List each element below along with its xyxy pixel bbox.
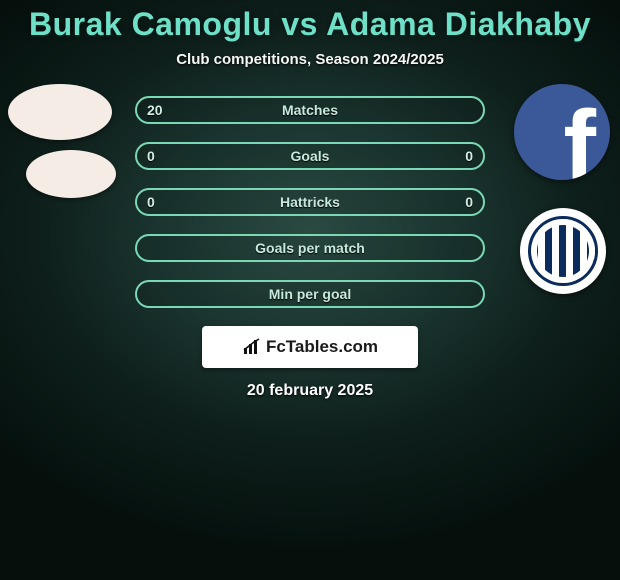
stat-right-value: 0 [465, 194, 473, 210]
stat-label: Min per goal [269, 286, 351, 302]
watermark[interactable]: FcTables.com [202, 326, 418, 368]
player2-club-badge [520, 208, 606, 294]
watermark-text: FcTables.com [266, 337, 378, 357]
stat-left-value: 0 [147, 194, 155, 210]
player1-avatar [8, 84, 112, 140]
left-player-avatars [8, 84, 116, 208]
stats-area: 20 Matches 0 Goals 0 0 Hattricks 0 Goals… [0, 96, 620, 308]
stat-label: Goals [291, 148, 330, 164]
stat-left-value: 20 [147, 102, 163, 118]
card-content: Burak Camoglu vs Adama Diakhaby Club com… [0, 0, 620, 580]
stat-rows: 20 Matches 0 Goals 0 0 Hattricks 0 Goals… [135, 96, 485, 308]
stat-row-goals: 0 Goals 0 [135, 142, 485, 170]
player1-club-avatar [26, 150, 116, 198]
bar-chart-icon [242, 338, 262, 356]
club-badge-inner [528, 216, 598, 286]
stat-label: Goals per match [255, 240, 365, 256]
stat-row-min-per-goal: Min per goal [135, 280, 485, 308]
page-subtitle: Club competitions, Season 2024/2025 [0, 51, 620, 68]
page-title: Burak Camoglu vs Adama Diakhaby [0, 6, 620, 43]
stat-left-value: 0 [147, 148, 155, 164]
stat-label: Hattricks [280, 194, 340, 210]
stat-row-goals-per-match: Goals per match [135, 234, 485, 262]
stat-row-matches: 20 Matches [135, 96, 485, 124]
stat-label: Matches [282, 102, 338, 118]
right-player-avatars [514, 84, 610, 294]
facebook-icon[interactable] [514, 84, 610, 180]
stat-right-value: 0 [465, 148, 473, 164]
footer-date: 20 february 2025 [0, 382, 620, 400]
stat-row-hattricks: 0 Hattricks 0 [135, 188, 485, 216]
